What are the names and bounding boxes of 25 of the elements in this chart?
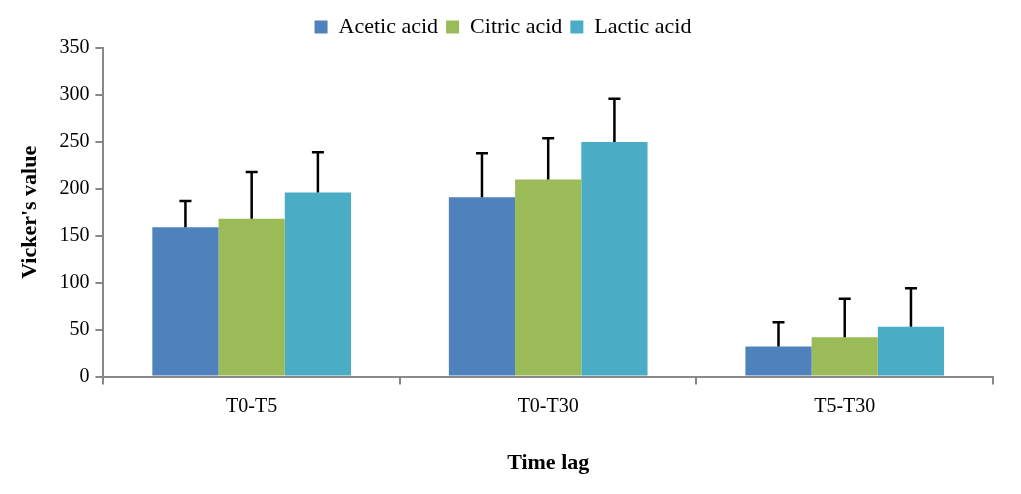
- bar: [448, 197, 516, 376]
- bar: [218, 218, 285, 376]
- y-tick-label: 250: [59, 129, 90, 152]
- x-tick-label: T0-T5: [226, 393, 278, 416]
- y-tick-label: 200: [59, 176, 90, 199]
- bar: [877, 326, 945, 376]
- y-tick-label: 150: [59, 223, 90, 246]
- y-tick-label: 50: [69, 316, 90, 339]
- legend-label: Acetic acid: [338, 12, 439, 38]
- y-tick-label: 300: [59, 82, 90, 105]
- x-tick-label: T0-T30: [517, 393, 579, 416]
- bar: [152, 227, 219, 376]
- y-tick-label: 100: [59, 269, 90, 292]
- bar: [284, 192, 352, 376]
- y-tick-label: 350: [59, 35, 90, 58]
- y-tick-label: 0: [79, 363, 90, 386]
- x-axis-title: Time lag: [507, 449, 590, 475]
- legend-label: Citric acid: [470, 12, 563, 38]
- legend-label: Lactic acid: [594, 12, 692, 38]
- bar: [515, 179, 582, 376]
- y-axis-title: Vicker's value: [15, 145, 41, 279]
- bar: [581, 141, 648, 376]
- x-tick-label: T5-T30: [814, 393, 876, 416]
- bar: [745, 346, 812, 376]
- bar: [811, 337, 878, 376]
